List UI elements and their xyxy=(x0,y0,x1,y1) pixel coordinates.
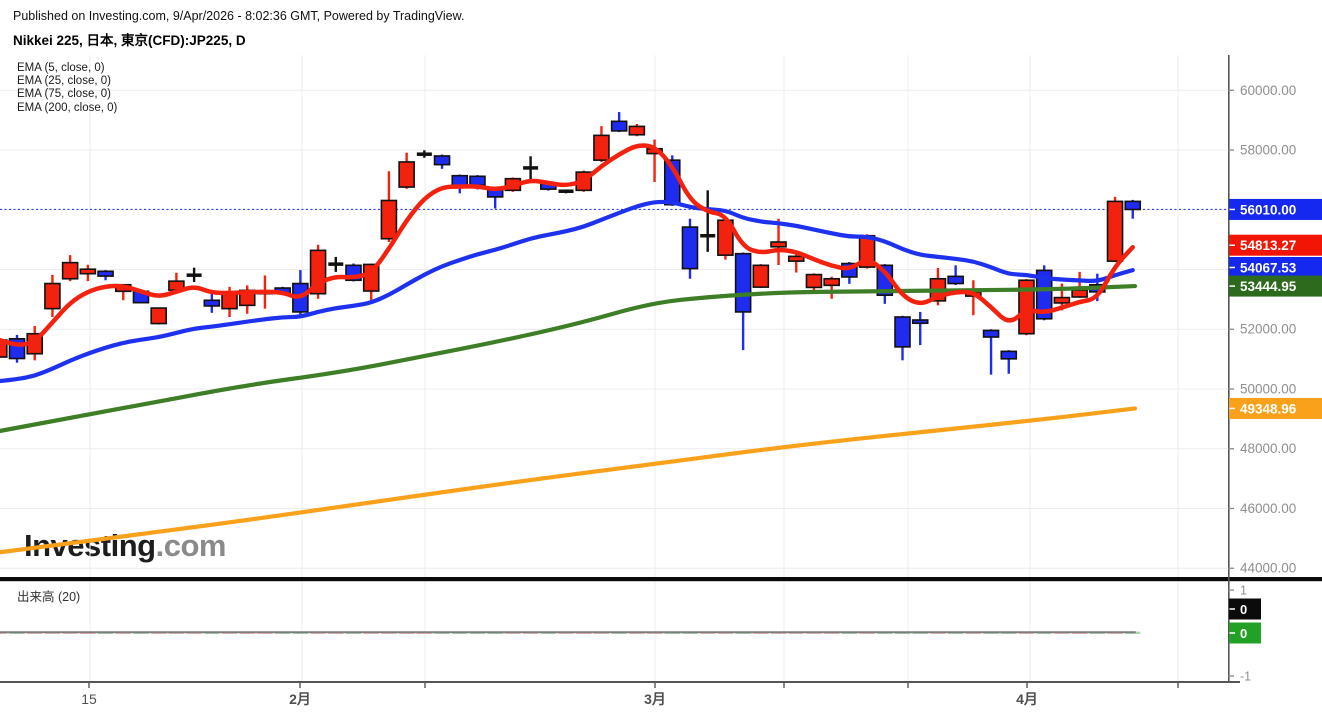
svg-text:0: 0 xyxy=(1240,626,1247,641)
candle[interactable] xyxy=(186,267,202,283)
candle[interactable] xyxy=(558,189,574,194)
candle[interactable] xyxy=(894,315,911,361)
candle[interactable] xyxy=(1124,199,1142,219)
candle[interactable] xyxy=(61,255,79,282)
volume-tick-label: -1 xyxy=(1240,670,1251,684)
price-badge-ema-5: 54813.27 xyxy=(1229,234,1322,256)
price-tick-label: 44000.00 xyxy=(1240,561,1296,576)
time-axis[interactable]: 15 2月 3月 4月 xyxy=(81,682,1179,707)
ema-5-line xyxy=(0,143,1135,347)
price-tick-label: 52000.00 xyxy=(1240,322,1296,337)
time-tick-label: 4月 xyxy=(1016,691,1038,707)
candle[interactable] xyxy=(982,329,1000,375)
price-tick-label: 46000.00 xyxy=(1240,501,1296,516)
candle[interactable] xyxy=(523,156,539,180)
candle[interactable] xyxy=(238,285,256,314)
published-text: Published on Investing.com, 9/Apr/2026 -… xyxy=(13,9,465,23)
candle[interactable] xyxy=(44,274,61,318)
ema-75-line xyxy=(0,283,1138,434)
candle[interactable] xyxy=(97,270,114,281)
candle[interactable] xyxy=(947,265,964,286)
svg-text:49348.96: 49348.96 xyxy=(1240,401,1297,416)
candle[interactable] xyxy=(1106,196,1124,263)
candle[interactable] xyxy=(380,171,398,243)
volume-badge: 0 xyxy=(1229,622,1261,644)
volume-indicator-label: 出来高 (20) xyxy=(17,590,81,604)
ema-legend-item-25: EMA (25, close, 0) xyxy=(17,75,111,88)
candle[interactable] xyxy=(1071,271,1088,298)
price-badge-ema-75: 53444.95 xyxy=(1229,275,1322,297)
candle[interactable] xyxy=(593,126,610,162)
price-tick-label: 48000.00 xyxy=(1240,441,1296,456)
candle[interactable] xyxy=(681,218,699,279)
candle[interactable] xyxy=(805,273,823,291)
candle[interactable] xyxy=(150,307,167,325)
candle[interactable] xyxy=(328,256,344,272)
candle[interactable] xyxy=(8,334,26,363)
svg-text:0: 0 xyxy=(1240,602,1247,617)
time-tick-label: 2月 xyxy=(289,691,311,707)
svg-text:54813.27: 54813.27 xyxy=(1240,238,1296,253)
candle[interactable] xyxy=(1000,350,1018,374)
candle[interactable] xyxy=(610,112,628,133)
watermark-suffix: .com xyxy=(155,528,227,563)
price-badge-current-price: 56010.00 xyxy=(1229,198,1322,220)
candle[interactable] xyxy=(787,251,805,273)
price-tick-label: 58000.00 xyxy=(1240,143,1296,158)
svg-text:54067.53: 54067.53 xyxy=(1240,260,1297,275)
price-tick-label: 50000.00 xyxy=(1240,381,1296,396)
candle[interactable] xyxy=(734,252,752,351)
svg-text:56010.00: 56010.00 xyxy=(1240,202,1296,217)
price-axis[interactable]: 60000.00 58000.00 52000.00 50000.00 48000.00… xyxy=(1228,83,1322,576)
candle[interactable] xyxy=(79,264,97,282)
time-tick-label: 3月 xyxy=(644,691,666,707)
ema-legend-item-200: EMA (200, close, 0) xyxy=(17,101,118,114)
candle[interactable] xyxy=(823,276,840,299)
candle[interactable] xyxy=(700,190,716,252)
volume-series xyxy=(0,631,1141,634)
candle[interactable] xyxy=(752,264,770,289)
ema-200-line xyxy=(0,406,1138,555)
volume-axis[interactable]: 1 -1 0 0 xyxy=(1228,584,1261,684)
candle[interactable] xyxy=(451,174,469,194)
ema-legend: EMA (5, close, 0) EMA (25, close, 0) EMA… xyxy=(17,62,117,115)
chart-title: Nikkei 225, 日本, 東京(CFD):JP225, D xyxy=(13,33,246,48)
ema-25-line xyxy=(0,199,1135,384)
candle[interactable] xyxy=(398,152,415,189)
grid xyxy=(0,55,1228,682)
candle[interactable] xyxy=(717,219,734,260)
candle[interactable] xyxy=(0,338,8,358)
candle[interactable] xyxy=(1035,265,1053,321)
ema-legend-item-5: EMA (5, close, 0) xyxy=(17,62,105,74)
candle[interactable] xyxy=(911,311,929,346)
price-badge-ema-200: 49348.96 xyxy=(1229,397,1322,419)
candle[interactable] xyxy=(433,154,451,169)
svg-text:53444.95: 53444.95 xyxy=(1240,279,1297,294)
volume-badge: 0 xyxy=(1229,598,1261,620)
price-tick-label: 60000.00 xyxy=(1240,83,1296,98)
candle[interactable] xyxy=(628,124,646,137)
ema-legend-item-75: EMA (75, close, 0) xyxy=(17,88,111,101)
volume-tick-label: 1 xyxy=(1240,584,1247,598)
candle[interactable] xyxy=(416,150,432,158)
candle[interactable] xyxy=(770,218,787,266)
price-badge-ema-25: 54067.53 xyxy=(1229,256,1322,278)
candle[interactable] xyxy=(309,244,327,299)
time-tick-label: 15 xyxy=(81,691,97,707)
candle[interactable] xyxy=(203,293,221,313)
pane-separator[interactable] xyxy=(0,577,1322,582)
